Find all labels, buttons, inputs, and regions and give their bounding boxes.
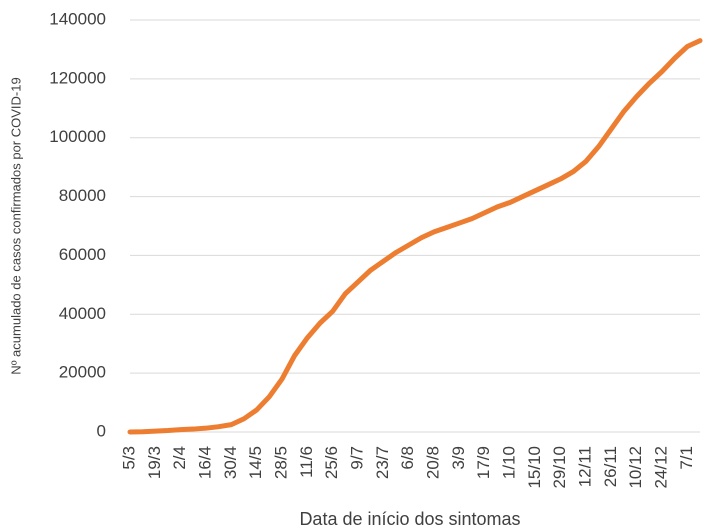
x-tick-label: 29/10 (550, 446, 569, 489)
x-tick-label: 23/7 (373, 446, 392, 479)
x-tick-label: 15/10 (525, 446, 544, 489)
x-tick-label: 17/9 (474, 446, 493, 479)
x-tick-label: 2/4 (170, 446, 189, 470)
x-tick-label: 9/7 (347, 446, 366, 470)
x-axis-title: Data de início dos sintomas (299, 509, 520, 529)
x-tick-label: 7/1 (677, 446, 696, 470)
x-tick-label: 10/12 (626, 446, 645, 489)
x-tick-label: 24/12 (651, 446, 670, 489)
x-tick-label: 25/6 (322, 446, 341, 479)
y-tick-label: 140000 (49, 9, 106, 28)
y-tick-label: 0 (97, 421, 106, 440)
x-tick-label: 19/3 (145, 446, 164, 479)
x-tick-label: 26/11 (601, 446, 620, 487)
data-line (127, 38, 703, 435)
x-tick-label: 3/9 (449, 446, 468, 470)
x-tick-label: 12/11 (575, 446, 594, 487)
x-tick-label: 16/4 (195, 446, 214, 479)
y-axis-title: Nº acumulado de casos confirmados por CO… (8, 77, 23, 374)
x-tick-label: 20/8 (423, 446, 442, 479)
y-tick-label: 100000 (49, 127, 106, 146)
y-tick-label: 60000 (59, 245, 106, 264)
x-tick-label: 11/6 (297, 446, 316, 478)
y-tick-label: 20000 (59, 363, 106, 382)
x-tick-label: 14/5 (246, 446, 265, 479)
x-tick-label: 6/8 (398, 446, 417, 470)
y-tick-label: 80000 (59, 186, 106, 205)
x-tick-label: 28/5 (271, 446, 290, 479)
y-tick-label: 120000 (49, 68, 106, 87)
y-tick-label: 40000 (59, 304, 106, 323)
x-tick-label: 30/4 (221, 446, 240, 479)
x-tick-label: 1/10 (499, 446, 518, 479)
x-tick-label: 5/3 (119, 446, 138, 470)
